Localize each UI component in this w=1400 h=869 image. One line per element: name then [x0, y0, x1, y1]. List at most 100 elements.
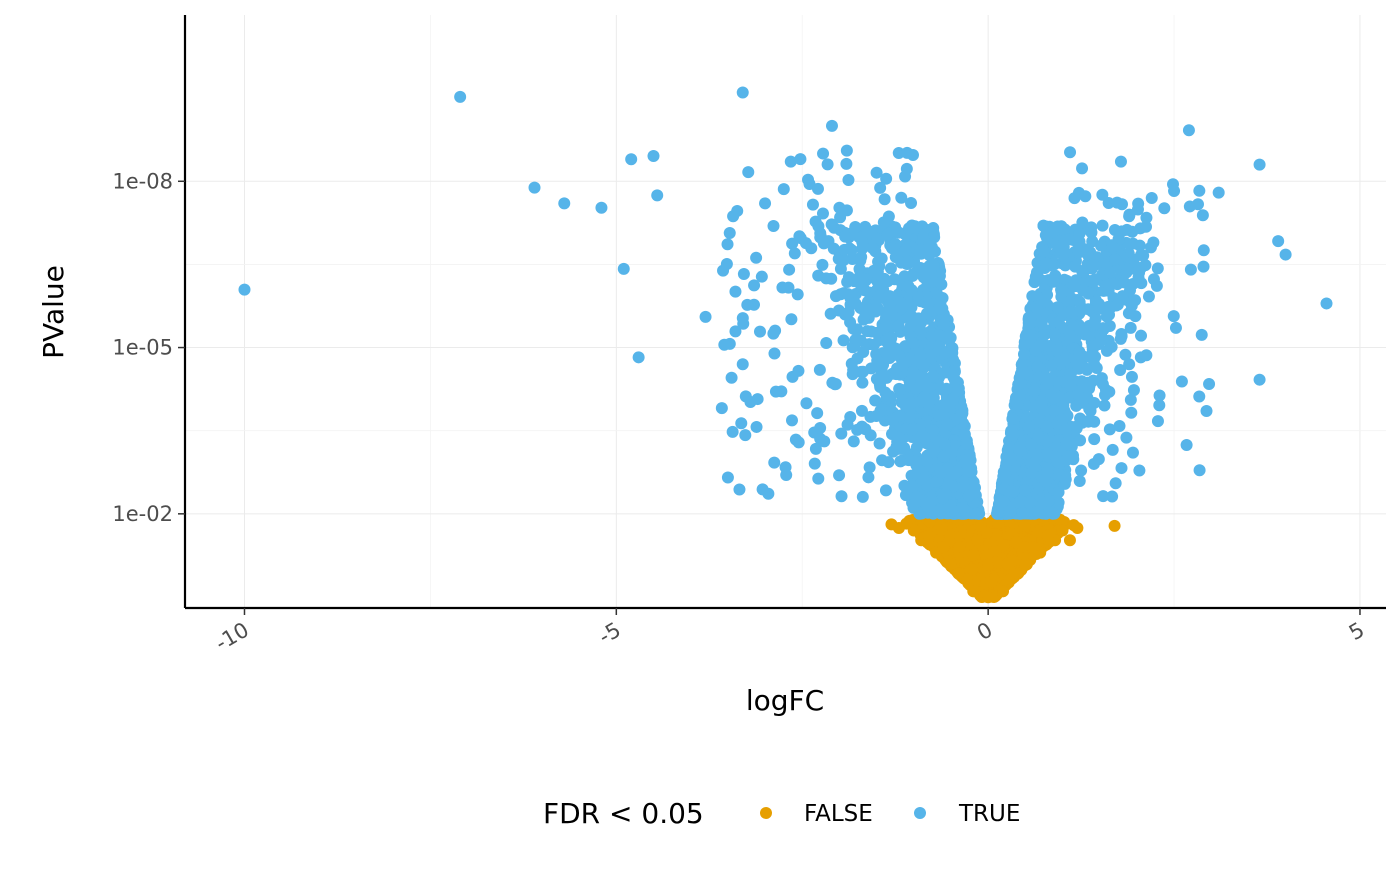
- scatter-point-true: [829, 378, 842, 391]
- scatter-point-true: [1098, 399, 1111, 412]
- scatter-point-true: [767, 219, 780, 232]
- scatter-point-true: [1048, 328, 1061, 341]
- scatter-point-true: [1010, 391, 1023, 404]
- scatter-point-true: [876, 369, 889, 382]
- scatter-point-true: [786, 370, 799, 383]
- scatter-point-true: [1064, 146, 1077, 159]
- scatter-point-false: [1019, 557, 1032, 570]
- scatter-point-true: [1175, 375, 1188, 388]
- scatter-point-true: [1113, 419, 1126, 432]
- scatter-point-true: [1074, 305, 1087, 318]
- scatter-point-true: [1083, 350, 1096, 363]
- scatter-point-true: [1041, 229, 1054, 242]
- scatter-point-false: [971, 534, 984, 547]
- scatter-point-true: [910, 441, 923, 454]
- scatter-point-true: [903, 411, 916, 424]
- scatter-point-true: [1168, 185, 1181, 198]
- scatter-point-true: [1106, 443, 1119, 456]
- scatter-point-true: [1100, 310, 1113, 323]
- scatter-point-true: [1096, 188, 1109, 201]
- scatter-point-true: [876, 454, 889, 467]
- scatter-point-true: [1034, 338, 1047, 351]
- scatter-point-true: [1059, 423, 1072, 436]
- scatter-point-true: [895, 191, 908, 204]
- scatter-point-true: [906, 148, 919, 161]
- scatter-point-false: [1041, 529, 1054, 542]
- scatter-point-true: [997, 495, 1010, 508]
- scatter-point-true: [913, 246, 926, 259]
- x-tick-label: 0: [973, 618, 997, 645]
- scatter-point-true: [1047, 275, 1060, 288]
- scatter-point-true: [1059, 246, 1072, 259]
- scatter-point-true: [1272, 235, 1285, 248]
- scatter-point-true: [558, 197, 571, 210]
- scatter-point-true: [884, 262, 897, 275]
- scatter-point-true: [961, 465, 974, 478]
- scatter-point-true: [856, 490, 869, 503]
- scatter-point-true: [837, 334, 850, 347]
- scatter-point-false: [974, 519, 987, 532]
- scatter-point-true: [866, 242, 879, 255]
- scatter-point-true: [921, 455, 934, 468]
- scatter-point-true: [1097, 323, 1110, 336]
- scatter-point-true: [825, 218, 838, 231]
- scatter-point-true: [786, 237, 799, 250]
- scatter-point-true: [1106, 241, 1119, 254]
- scatter-point-true: [1030, 266, 1043, 279]
- scatter-point-true: [1005, 452, 1018, 465]
- scatter-point-true: [1105, 340, 1118, 353]
- scatter-point-false: [992, 556, 1005, 569]
- scatter-point-true: [1046, 506, 1059, 519]
- scatter-point-true: [842, 174, 855, 187]
- scatter-point-true: [1060, 438, 1073, 451]
- scatter-point-true: [1065, 318, 1078, 331]
- scatter-point-true: [1064, 379, 1077, 392]
- scatter-point-true: [1003, 440, 1016, 453]
- scatter-point-true: [1004, 505, 1017, 518]
- scatter-point-true: [856, 376, 869, 389]
- scatter-point-true: [914, 324, 927, 337]
- scatter-point-true: [841, 275, 854, 288]
- scatter-point-true: [454, 90, 467, 103]
- scatter-point-true: [870, 409, 883, 422]
- scatter-point-true: [806, 198, 819, 211]
- scatter-point-true: [1025, 438, 1038, 451]
- scatter-point-true: [904, 397, 917, 410]
- scatter-point-true: [820, 337, 833, 350]
- scatter-point-true: [856, 236, 869, 249]
- scatter-point-true: [904, 310, 917, 323]
- scatter-point-true: [1038, 371, 1051, 384]
- scatter-point-true: [890, 440, 903, 453]
- scatter-point-true: [1047, 404, 1060, 417]
- scatter-point-true: [742, 166, 755, 179]
- scatter-point-true: [1032, 430, 1045, 443]
- scatter-point-true: [856, 365, 869, 378]
- scatter-point-true: [729, 325, 742, 338]
- scatter-point-true: [824, 307, 837, 320]
- scatter-point-true: [991, 506, 1004, 519]
- scatter-point-true: [721, 471, 734, 484]
- scatter-point-true: [1012, 496, 1025, 509]
- scatter-point-true: [905, 197, 918, 210]
- scatter-point-true: [842, 306, 855, 319]
- scatter-point-true: [927, 391, 940, 404]
- x-tick-label: 5: [1345, 618, 1369, 645]
- scatter-point-true: [647, 150, 660, 163]
- scatter-point-true: [1024, 331, 1037, 344]
- scatter-point-true: [862, 471, 875, 484]
- scatter-point-true: [1088, 317, 1101, 330]
- scatter-point-true: [748, 279, 761, 292]
- scatter-point-true: [794, 153, 807, 166]
- scatter-point-true: [895, 301, 908, 314]
- scatter-point-true: [811, 182, 824, 195]
- scatter-point-true: [1114, 363, 1127, 376]
- scatter-point-true: [1126, 446, 1139, 459]
- scatter-point-true: [923, 241, 936, 254]
- scatter-point-true: [1097, 490, 1110, 503]
- scatter-point-true: [1005, 485, 1018, 498]
- scatter-point-true: [1036, 403, 1049, 416]
- scatter-point-true: [855, 272, 868, 285]
- scatter-point-true: [882, 291, 895, 304]
- scatter-point-true: [835, 490, 848, 503]
- scatter-point-true: [1114, 332, 1127, 345]
